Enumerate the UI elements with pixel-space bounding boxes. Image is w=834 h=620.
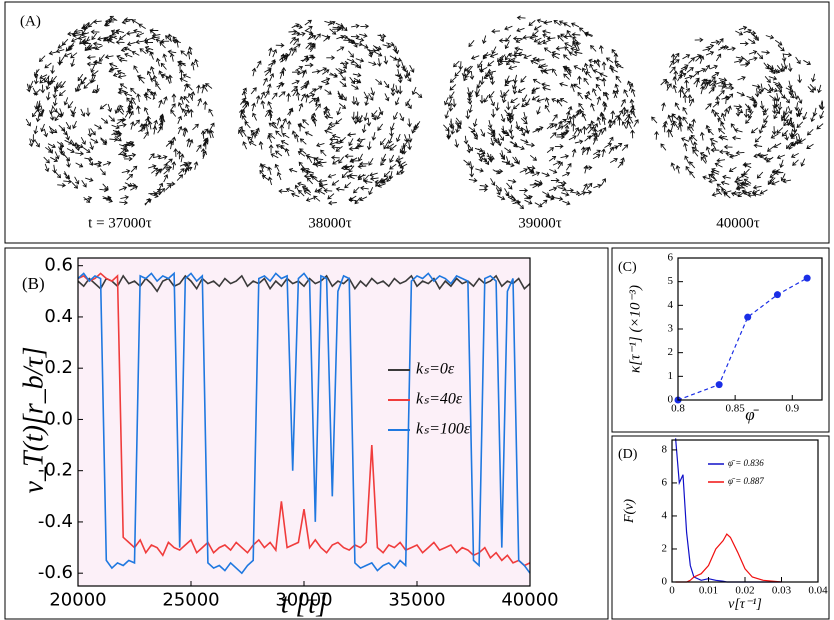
panel-d-frame [611,435,830,620]
y-axis-label: κ[τ⁻¹] (×10⁻³) [627,285,643,373]
y-axis-label: v_T(t)[r_b/τ] [18,347,49,494]
legend-label: kₛ=40ε [416,391,463,408]
x-tick-label: 0.03 [772,584,792,596]
x-tick-label: 0.85 [726,402,746,414]
y-tick-label: 3 [668,323,674,335]
panel-label: (C) [618,260,637,275]
y-tick-label: -0.2 [38,460,73,481]
x-tick-label: 0.01 [699,584,718,596]
x-tick-label: 35000 [388,589,445,610]
y-tick-label: 0.0 [44,408,73,429]
particle-field [237,19,423,206]
series-line [77,271,531,575]
y-tick-label: 8 [662,443,668,455]
panel-label: (D) [618,447,638,462]
y-tick-label: 5 [668,275,674,287]
y-tick-label: 2 [662,543,668,555]
y-tick-label: 1 [668,370,674,382]
y-tick-label: 0 [662,576,668,588]
x-tick-label: 30000 [275,589,332,610]
panel-c-frame [611,247,830,433]
x-axis-label: ν[τ⁻¹] [728,597,762,612]
y-tick-label: 6 [668,252,674,264]
particle-field [651,25,825,199]
panel-b-frame [4,247,609,620]
y-tick-label: 4 [668,299,674,311]
x-tick-label: 0.04 [808,584,828,596]
y-tick-label: -0.4 [38,511,73,532]
x-axis-label: t [τ] [281,588,328,619]
y-tick-label: 2 [668,346,674,358]
plot-frame [677,257,823,401]
y-tick-label: 6 [662,476,668,488]
series-line [677,277,808,401]
data-point [803,274,811,282]
x-tick-label: 0 [669,584,675,596]
y-tick-label: 0.4 [44,306,73,327]
particle-field [25,15,215,206]
x-axis-label: φ̄ [745,405,759,424]
x-tick-label: 0.8 [671,402,685,414]
legend-label: kₛ=0ε [416,361,455,378]
x-tick-label: 25000 [162,589,219,610]
series-line [77,274,531,293]
data-point [744,313,752,321]
y-tick-label: -0.6 [38,562,73,583]
series-line [77,272,531,567]
panel-a-frame [4,1,830,244]
y-tick-label: 4 [662,509,668,521]
x-tick-label: 20000 [49,589,106,610]
y-tick-label: 0 [668,394,674,406]
x-tick-label: 0.02 [735,584,754,596]
legend-label: φ̄ = 0.836 [728,458,764,468]
panel-label: (B) [22,274,45,293]
y-tick-label: 0.2 [44,357,73,378]
snapshot-time: 40000τ [716,215,760,231]
data-point [773,291,781,299]
y-tick-label: 0.6 [44,255,73,276]
data-point [715,381,723,389]
legend-label: φ̄ = 0.887 [728,476,764,486]
series-line [675,533,782,583]
panel-label: (A) [20,13,41,29]
snapshot-time: t = 37000τ [88,215,152,231]
legend-label: kₛ=100ε [416,421,471,438]
x-tick-label: 0.9 [785,402,799,414]
x-tick-label: 40000 [501,589,558,610]
particle-field [443,15,639,210]
snapshot-time: 39000τ [518,215,562,231]
snapshot-time: 38000τ [308,215,352,231]
plot-background [78,258,530,586]
y-axis-label: F(ν) [622,499,637,524]
